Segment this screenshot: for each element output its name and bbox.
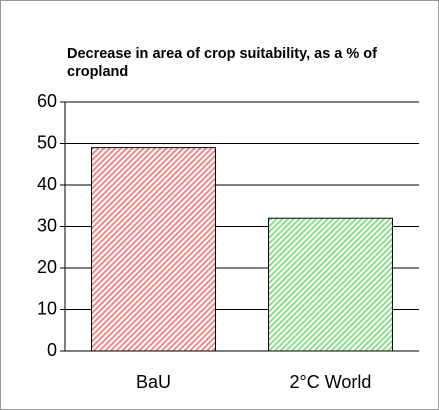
y-tick-label: 10 (37, 298, 57, 318)
y-tick-label: 30 (37, 215, 57, 235)
x-tick-label: BaU (136, 372, 171, 392)
y-tick-label: 40 (37, 174, 57, 194)
y-tick-label: 50 (37, 132, 57, 152)
y-tick-label: 60 (37, 91, 57, 111)
bar (268, 217, 393, 352)
y-tick-label: 20 (37, 257, 57, 277)
chart-title: Decrease in area of crop suitability, as… (67, 46, 377, 80)
y-tick-label: 0 (47, 340, 57, 360)
x-tick-label: 2°C World (290, 372, 372, 392)
bar (91, 147, 216, 352)
